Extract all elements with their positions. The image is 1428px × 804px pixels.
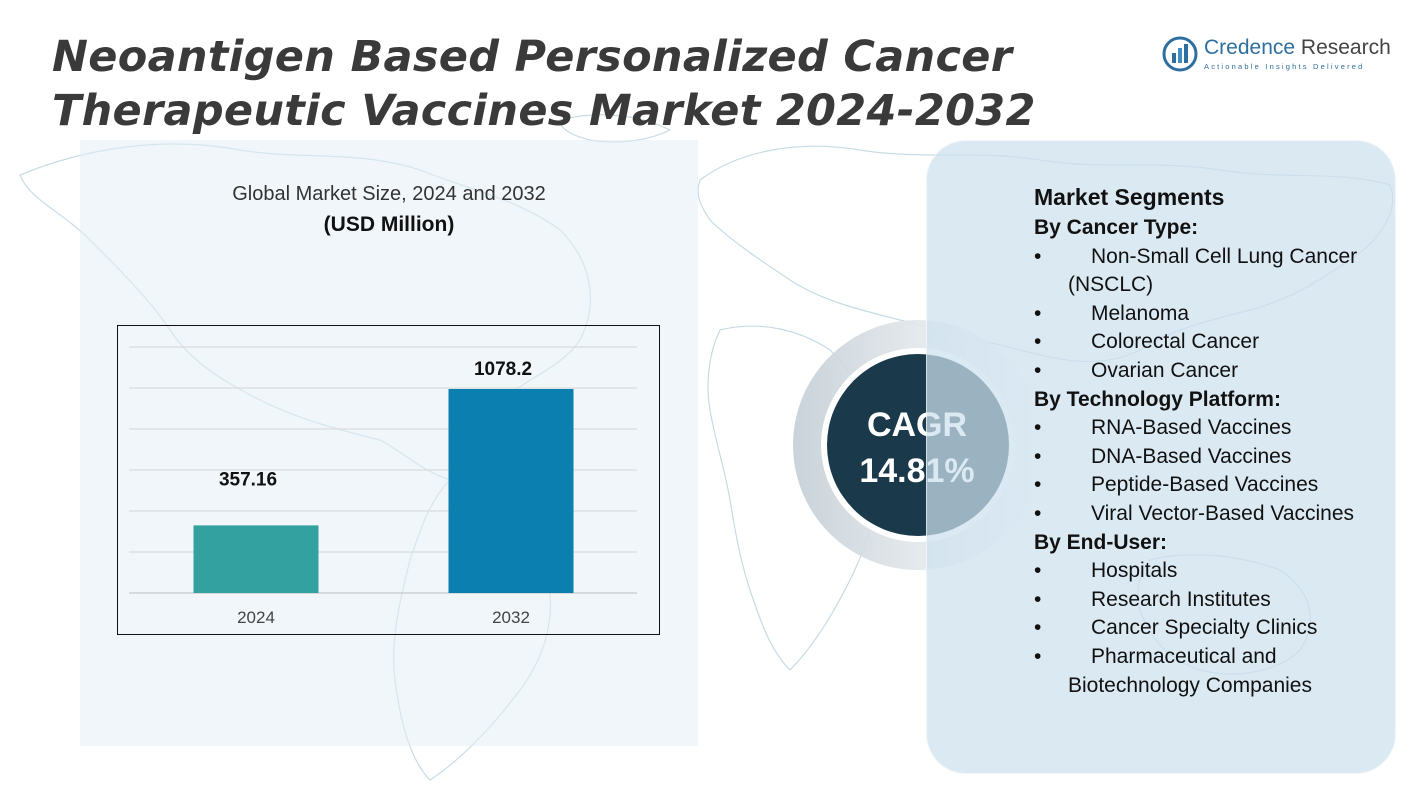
list-item: Research Institutes [1034, 586, 1394, 615]
list-item-label: Pharmaceutical and Biotechnology Compani… [1068, 644, 1312, 697]
list-item: Hospitals [1034, 557, 1394, 586]
x-tick-label-2032: 2032 [492, 608, 530, 627]
bar-chart: 357.16 2024 1078.2 2032 [117, 325, 660, 635]
market-segments: Market Segments By Cancer Type: Non-Smal… [1034, 184, 1394, 700]
chart-title: Global Market Size, 2024 and 2032 [232, 183, 546, 205]
logo-icon [1162, 36, 1198, 72]
list-item-label: RNA-Based Vaccines [1091, 416, 1292, 440]
brand-name: Credence Research [1204, 36, 1391, 60]
segment-list-cancer-type: Non-Small Cell Lung Cancer (NSCLC) Melan… [1034, 243, 1394, 386]
list-item: Cancer Specialty Clinics [1034, 614, 1394, 643]
chart-frame [117, 325, 660, 635]
list-item: Melanoma [1034, 300, 1394, 329]
list-item: Non-Small Cell Lung Cancer (NSCLC) [1034, 243, 1394, 300]
list-item-label: Ovarian Cancer [1091, 358, 1239, 382]
data-label-2032: 1078.2 [474, 359, 532, 380]
segment-category-technology: By Technology Platform: [1034, 387, 1281, 411]
list-item: Peptide-Based Vaccines [1034, 471, 1394, 500]
list-item-label: Hospitals [1091, 559, 1178, 583]
brand-logo: Credence Research Actionable Insights De… [1162, 36, 1402, 76]
segment-list-end-user: Hospitals Research Institutes Cancer Spe… [1034, 557, 1394, 700]
list-item: Viral Vector-Based Vaccines [1034, 500, 1394, 529]
brand-name-part2: Research [1295, 36, 1391, 59]
list-item: Colorectal Cancer [1034, 328, 1394, 357]
bar-2024 [193, 525, 319, 593]
list-item-label: Peptide-Based Vaccines [1091, 473, 1319, 497]
list-item-label: Cancer Specialty Clinics [1091, 616, 1318, 640]
chart-panel [80, 140, 698, 746]
title-line-1: Neoantigen Based Personalized Cancer [52, 32, 1013, 82]
page-title: Neoantigen Based Personalized Cancer The… [52, 30, 1036, 138]
chart-unit: (USD Million) [323, 213, 455, 236]
list-item-label: Non-Small Cell Lung Cancer (NSCLC) [1068, 244, 1358, 297]
list-item-label: Melanoma [1091, 301, 1190, 325]
segment-category-end-user: By End-User: [1034, 530, 1168, 554]
segment-list-technology: RNA-Based Vaccines DNA-Based Vaccines Pe… [1034, 414, 1394, 528]
x-tick-label-2024: 2024 [237, 608, 275, 627]
list-item-label: Colorectal Cancer [1091, 330, 1260, 354]
list-item: RNA-Based Vaccines [1034, 414, 1394, 443]
list-item-label: Viral Vector-Based Vaccines [1091, 501, 1355, 525]
brand-tagline: Actionable Insights Delivered [1204, 62, 1365, 71]
segment-category-cancer-type: By Cancer Type: [1034, 216, 1199, 239]
title-line-2: Therapeutic Vaccines Market 2024-2032 [52, 86, 1036, 136]
list-item-label: Research Institutes [1091, 587, 1271, 611]
list-item: Ovarian Cancer [1034, 357, 1394, 386]
brand-name-part1: Credence [1204, 36, 1296, 59]
data-label-2024: 357.16 [219, 469, 277, 490]
list-item: Pharmaceutical and Biotechnology Compani… [1034, 643, 1394, 700]
list-item-label: DNA-Based Vaccines [1091, 444, 1292, 468]
bar-2032 [448, 388, 574, 593]
segments-heading: Market Segments [1034, 184, 1225, 210]
list-item: DNA-Based Vaccines [1034, 443, 1394, 472]
